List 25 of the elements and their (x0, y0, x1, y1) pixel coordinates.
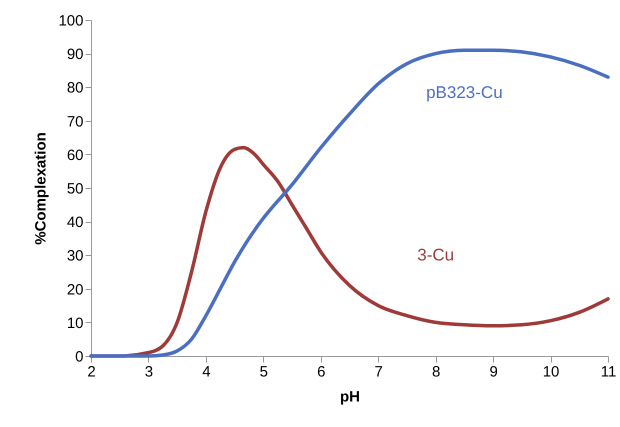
x-tick-label: 9 (489, 364, 498, 380)
x-tick-label: 5 (260, 364, 268, 380)
x-tick-label: 2 (87, 364, 96, 380)
x-tick-label: 7 (374, 364, 383, 380)
x-tick-label: 3 (144, 364, 154, 380)
x-tick-label: 11 (600, 364, 616, 380)
x-tick-label: 10 (542, 364, 560, 380)
y-tick-label: 60 (66, 146, 84, 164)
y-tick-label: 10 (66, 314, 84, 332)
y-tick-label: 80 (66, 80, 84, 97)
x-tick-label: 8 (432, 364, 440, 380)
y-tick-label: 100 (58, 12, 84, 30)
x-axis-title: pH (340, 388, 360, 406)
series-label: pB323-Cu (426, 83, 503, 102)
y-axis-title: %Complexation (32, 132, 50, 245)
y-tick-label: 70 (66, 113, 84, 130)
y-tick-label: 0 (75, 348, 84, 366)
y-tick-label: 40 (66, 214, 84, 232)
y-tick-label: 50 (66, 180, 84, 198)
x-tick-label: 4 (202, 364, 211, 380)
y-tick-label: 30 (66, 248, 84, 265)
x-tick-label: 6 (317, 364, 326, 380)
y-tick-label: 20 (66, 281, 84, 298)
y-tick-label: 90 (66, 46, 84, 64)
text: 3-Cu (417, 245, 454, 264)
